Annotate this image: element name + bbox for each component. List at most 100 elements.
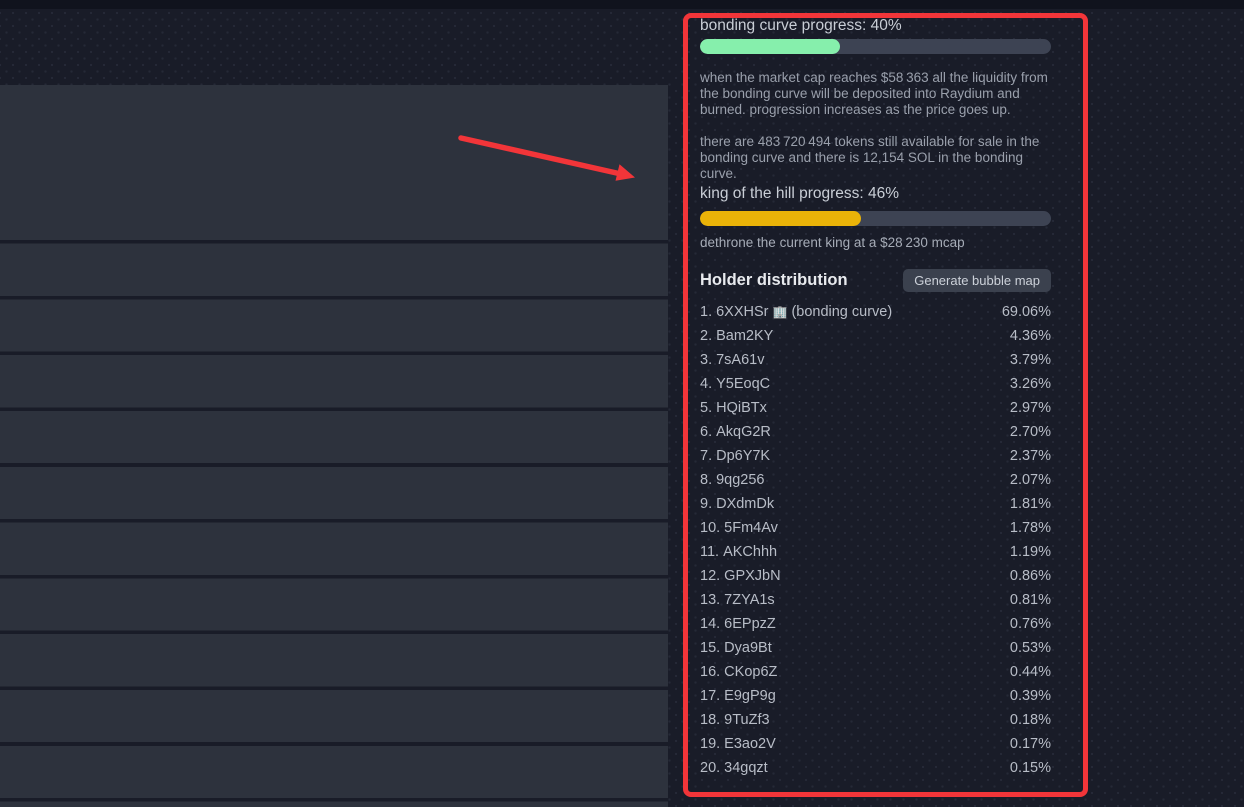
holder-percent: 2.07%: [1009, 472, 1051, 488]
holder-label: 6. AkqG2R: [700, 424, 771, 440]
holder-percent: 1.78%: [1009, 520, 1051, 536]
holder-percent: 2.37%: [1009, 448, 1051, 464]
holder-address-link[interactable]: Y5EoqC: [716, 376, 771, 392]
holder-rank: 17.: [700, 688, 721, 704]
holder-percent: 0.39%: [1009, 688, 1051, 704]
holder-row: 6. AkqG2R 2.70%: [700, 420, 1051, 444]
holder-percent: 0.81%: [1009, 592, 1051, 608]
holder-address-link[interactable]: GPXJbN: [724, 568, 781, 584]
holder-row: 8. 9qg256 2.07%: [700, 468, 1051, 492]
holder-percent: 2.97%: [1009, 400, 1051, 416]
holder-label: 16. CKop6Z: [700, 664, 777, 680]
holder-rank: 11.: [700, 544, 720, 560]
holder-rank: 1.: [700, 304, 713, 320]
holder-address-link[interactable]: DXdmDk: [716, 496, 775, 512]
holder-row: 5. HQiBTx 2.97%: [700, 396, 1051, 420]
holder-row: 14. 6EPpzZ 0.76%: [700, 612, 1051, 636]
holder-row: 13. 7ZYA1s 0.81%: [700, 588, 1051, 612]
holder-rank: 18.: [700, 712, 721, 728]
holder-address-link[interactable]: AkqG2R: [716, 424, 771, 440]
chart-area-placeholder: [0, 85, 668, 240]
holder-row: 2. Bam2KY 4.36%: [700, 324, 1051, 348]
holder-row: 7. Dp6Y7K 2.37%: [700, 444, 1051, 468]
holder-address-link[interactable]: 9qg256: [716, 472, 765, 488]
holder-address-link[interactable]: CKop6Z: [724, 664, 778, 680]
holder-label: 8. 9qg256: [700, 472, 764, 488]
holder-percent: 0.53%: [1009, 640, 1051, 656]
holder-row: 18. 9TuZf3 0.18%: [700, 708, 1051, 732]
holder-row: 1. 6XXHSr 🏢 (bonding curve) 69.06%: [700, 300, 1051, 324]
holder-label: 7. Dp6Y7K: [700, 448, 770, 464]
holder-rank: 2.: [700, 328, 713, 344]
holder-address-link[interactable]: 6XXHSr: [716, 304, 769, 320]
bonding-curve-progress-bar: [700, 39, 1051, 54]
holder-address-link[interactable]: 9TuZf3: [724, 712, 770, 728]
king-of-the-hill-progress-fill: [700, 211, 862, 226]
holder-address-link[interactable]: HQiBTx: [716, 400, 767, 416]
holder-rank: 5.: [700, 400, 713, 416]
holder-address-link[interactable]: E9gP9g: [724, 688, 776, 704]
holder-percent: 0.44%: [1009, 664, 1051, 680]
holder-label: 2. Bam2KY: [700, 328, 773, 344]
holder-percent: 0.17%: [1009, 736, 1051, 752]
holder-percent: 1.81%: [1009, 496, 1051, 512]
holder-row: 17. E9gP9g 0.39%: [700, 684, 1051, 708]
holder-rank: 19.: [700, 736, 721, 752]
king-of-the-hill-title: king of the hill progress: 46%: [700, 185, 900, 202]
window-top-strip: [0, 0, 1244, 9]
holder-percent: 4.36%: [1009, 328, 1051, 344]
holder-rank: 16.: [700, 664, 721, 680]
holder-label: 17. E9gP9g: [700, 688, 776, 704]
holder-address-link[interactable]: Dp6Y7K: [716, 448, 771, 464]
holder-address-link[interactable]: 34gqzt: [724, 760, 768, 776]
holder-address-link[interactable]: 7sA61v: [716, 352, 765, 368]
holder-percent: 2.70%: [1009, 424, 1051, 440]
holder-rank: 15.: [700, 640, 721, 656]
holder-label: 5. HQiBTx: [700, 400, 767, 416]
bonding-curve-building-icon: 🏢: [772, 305, 788, 319]
holder-rank: 4.: [700, 376, 713, 392]
holder-percent: 0.86%: [1009, 568, 1051, 584]
holder-rank: 8.: [700, 472, 713, 488]
holder-row: 10. 5Fm4Av 1.78%: [700, 516, 1051, 540]
holder-address-link[interactable]: 5Fm4Av: [724, 520, 778, 536]
holder-rank: 10.: [700, 520, 721, 536]
holder-row: 20. 34gqzt 0.15%: [700, 756, 1051, 780]
holder-rank: 12.: [700, 568, 721, 584]
holder-row: 3. 7sA61v 3.79%: [700, 348, 1051, 372]
holder-label: 15. Dya9Bt: [700, 640, 772, 656]
holder-percent: 3.26%: [1009, 376, 1051, 392]
holder-address-link[interactable]: AKChhh: [723, 544, 778, 560]
holder-label: 1. 6XXHSr 🏢 (bonding curve): [700, 304, 892, 320]
holder-label: 14. 6EPpzZ: [700, 616, 776, 632]
holder-rank: 14.: [700, 616, 721, 632]
bonding-curve-description: when the market cap reaches $58 363 all …: [700, 70, 1048, 117]
holder-list: 1. 6XXHSr 🏢 (bonding curve) 69.06% 2. Ba…: [700, 300, 1051, 780]
holder-rank: 6.: [700, 424, 713, 440]
holder-label: 20. 34gqzt: [700, 760, 768, 776]
holder-label: 12. GPXJbN: [700, 568, 781, 584]
holder-address-link[interactable]: E3ao2V: [724, 736, 776, 752]
holder-label: 4. Y5EoqC: [700, 376, 770, 392]
holder-percent: 1.19%: [1009, 544, 1051, 560]
holder-rank: 3.: [700, 352, 713, 368]
holder-label: 9. DXdmDk: [700, 496, 774, 512]
holder-distribution-title: Holder distribution: [700, 270, 848, 289]
holder-address-link[interactable]: Dya9Bt: [724, 640, 772, 656]
holder-label: 19. E3ao2V: [700, 736, 776, 752]
holder-rank: 20.: [700, 760, 721, 776]
left-table-rows: [0, 240, 668, 807]
holder-address-link[interactable]: Bam2KY: [716, 328, 774, 344]
holder-rank: 9.: [700, 496, 713, 512]
holder-note: (bonding curve): [791, 304, 893, 320]
bonding-curve-availability: there are 483 720 494 tokens still avail…: [700, 134, 1040, 181]
king-of-the-hill-progress-bar: [700, 211, 1051, 226]
holder-row: 19. E3ao2V 0.17%: [700, 732, 1051, 756]
holder-address-link[interactable]: 6EPpzZ: [724, 616, 776, 632]
generate-bubble-map-button[interactable]: Generate bubble map: [903, 268, 1051, 292]
holder-row: 12. GPXJbN 0.86%: [700, 564, 1051, 588]
holder-row: 4. Y5EoqC 3.26%: [700, 372, 1051, 396]
holder-row: 15. Dya9Bt 0.53%: [700, 636, 1051, 660]
holder-address-link[interactable]: 7ZYA1s: [724, 592, 775, 608]
